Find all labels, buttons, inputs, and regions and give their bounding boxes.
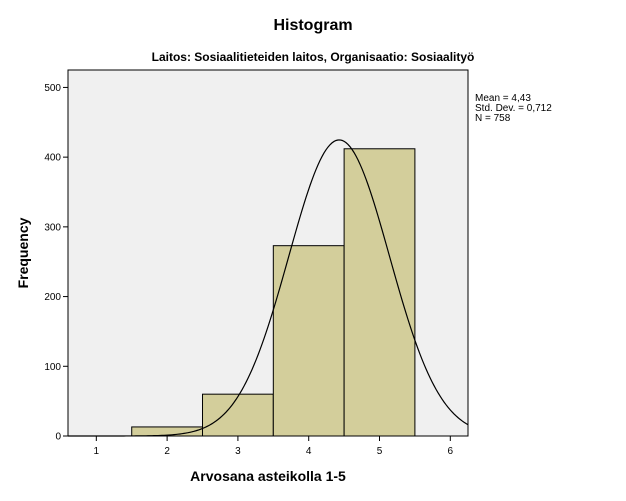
histogram-bar-5 <box>343 148 416 437</box>
histogram-bar-4 <box>272 245 345 437</box>
stat-n: N = 758 <box>475 113 511 124</box>
x-tick-label: 5 <box>377 446 383 457</box>
y-tick-label: 300 <box>44 222 61 233</box>
x-tick-label: 6 <box>448 446 454 457</box>
chart-subtitle: Laitos: Sosiaalitieteiden laitos, Organi… <box>152 50 475 64</box>
x-tick-label: 3 <box>235 446 241 457</box>
histogram-bar-3 <box>202 393 274 437</box>
stat-mean: Mean = 4,43 <box>475 93 531 104</box>
x-axis-label: Arvosana asteikolla 1-5 <box>190 468 346 484</box>
plot-frame <box>67 69 469 437</box>
x-tick-label: 1 <box>94 446 100 457</box>
y-tick-label: 200 <box>44 292 61 303</box>
stats-box: Mean = 4,43 Std. Dev. = 0,712 N = 758 <box>475 93 552 124</box>
y-tick-label: 100 <box>44 362 61 373</box>
y-tick-label: 0 <box>55 432 61 443</box>
y-axis-label: Frequency <box>15 217 31 288</box>
chart-title: Histogram <box>273 17 352 34</box>
y-tick-label: 400 <box>44 153 61 164</box>
x-tick-label: 4 <box>306 446 312 457</box>
x-tick-label: 2 <box>164 446 170 457</box>
stat-std-dev: Std. Dev. = 0,712 <box>475 103 552 114</box>
y-tick-label: 500 <box>44 83 61 94</box>
